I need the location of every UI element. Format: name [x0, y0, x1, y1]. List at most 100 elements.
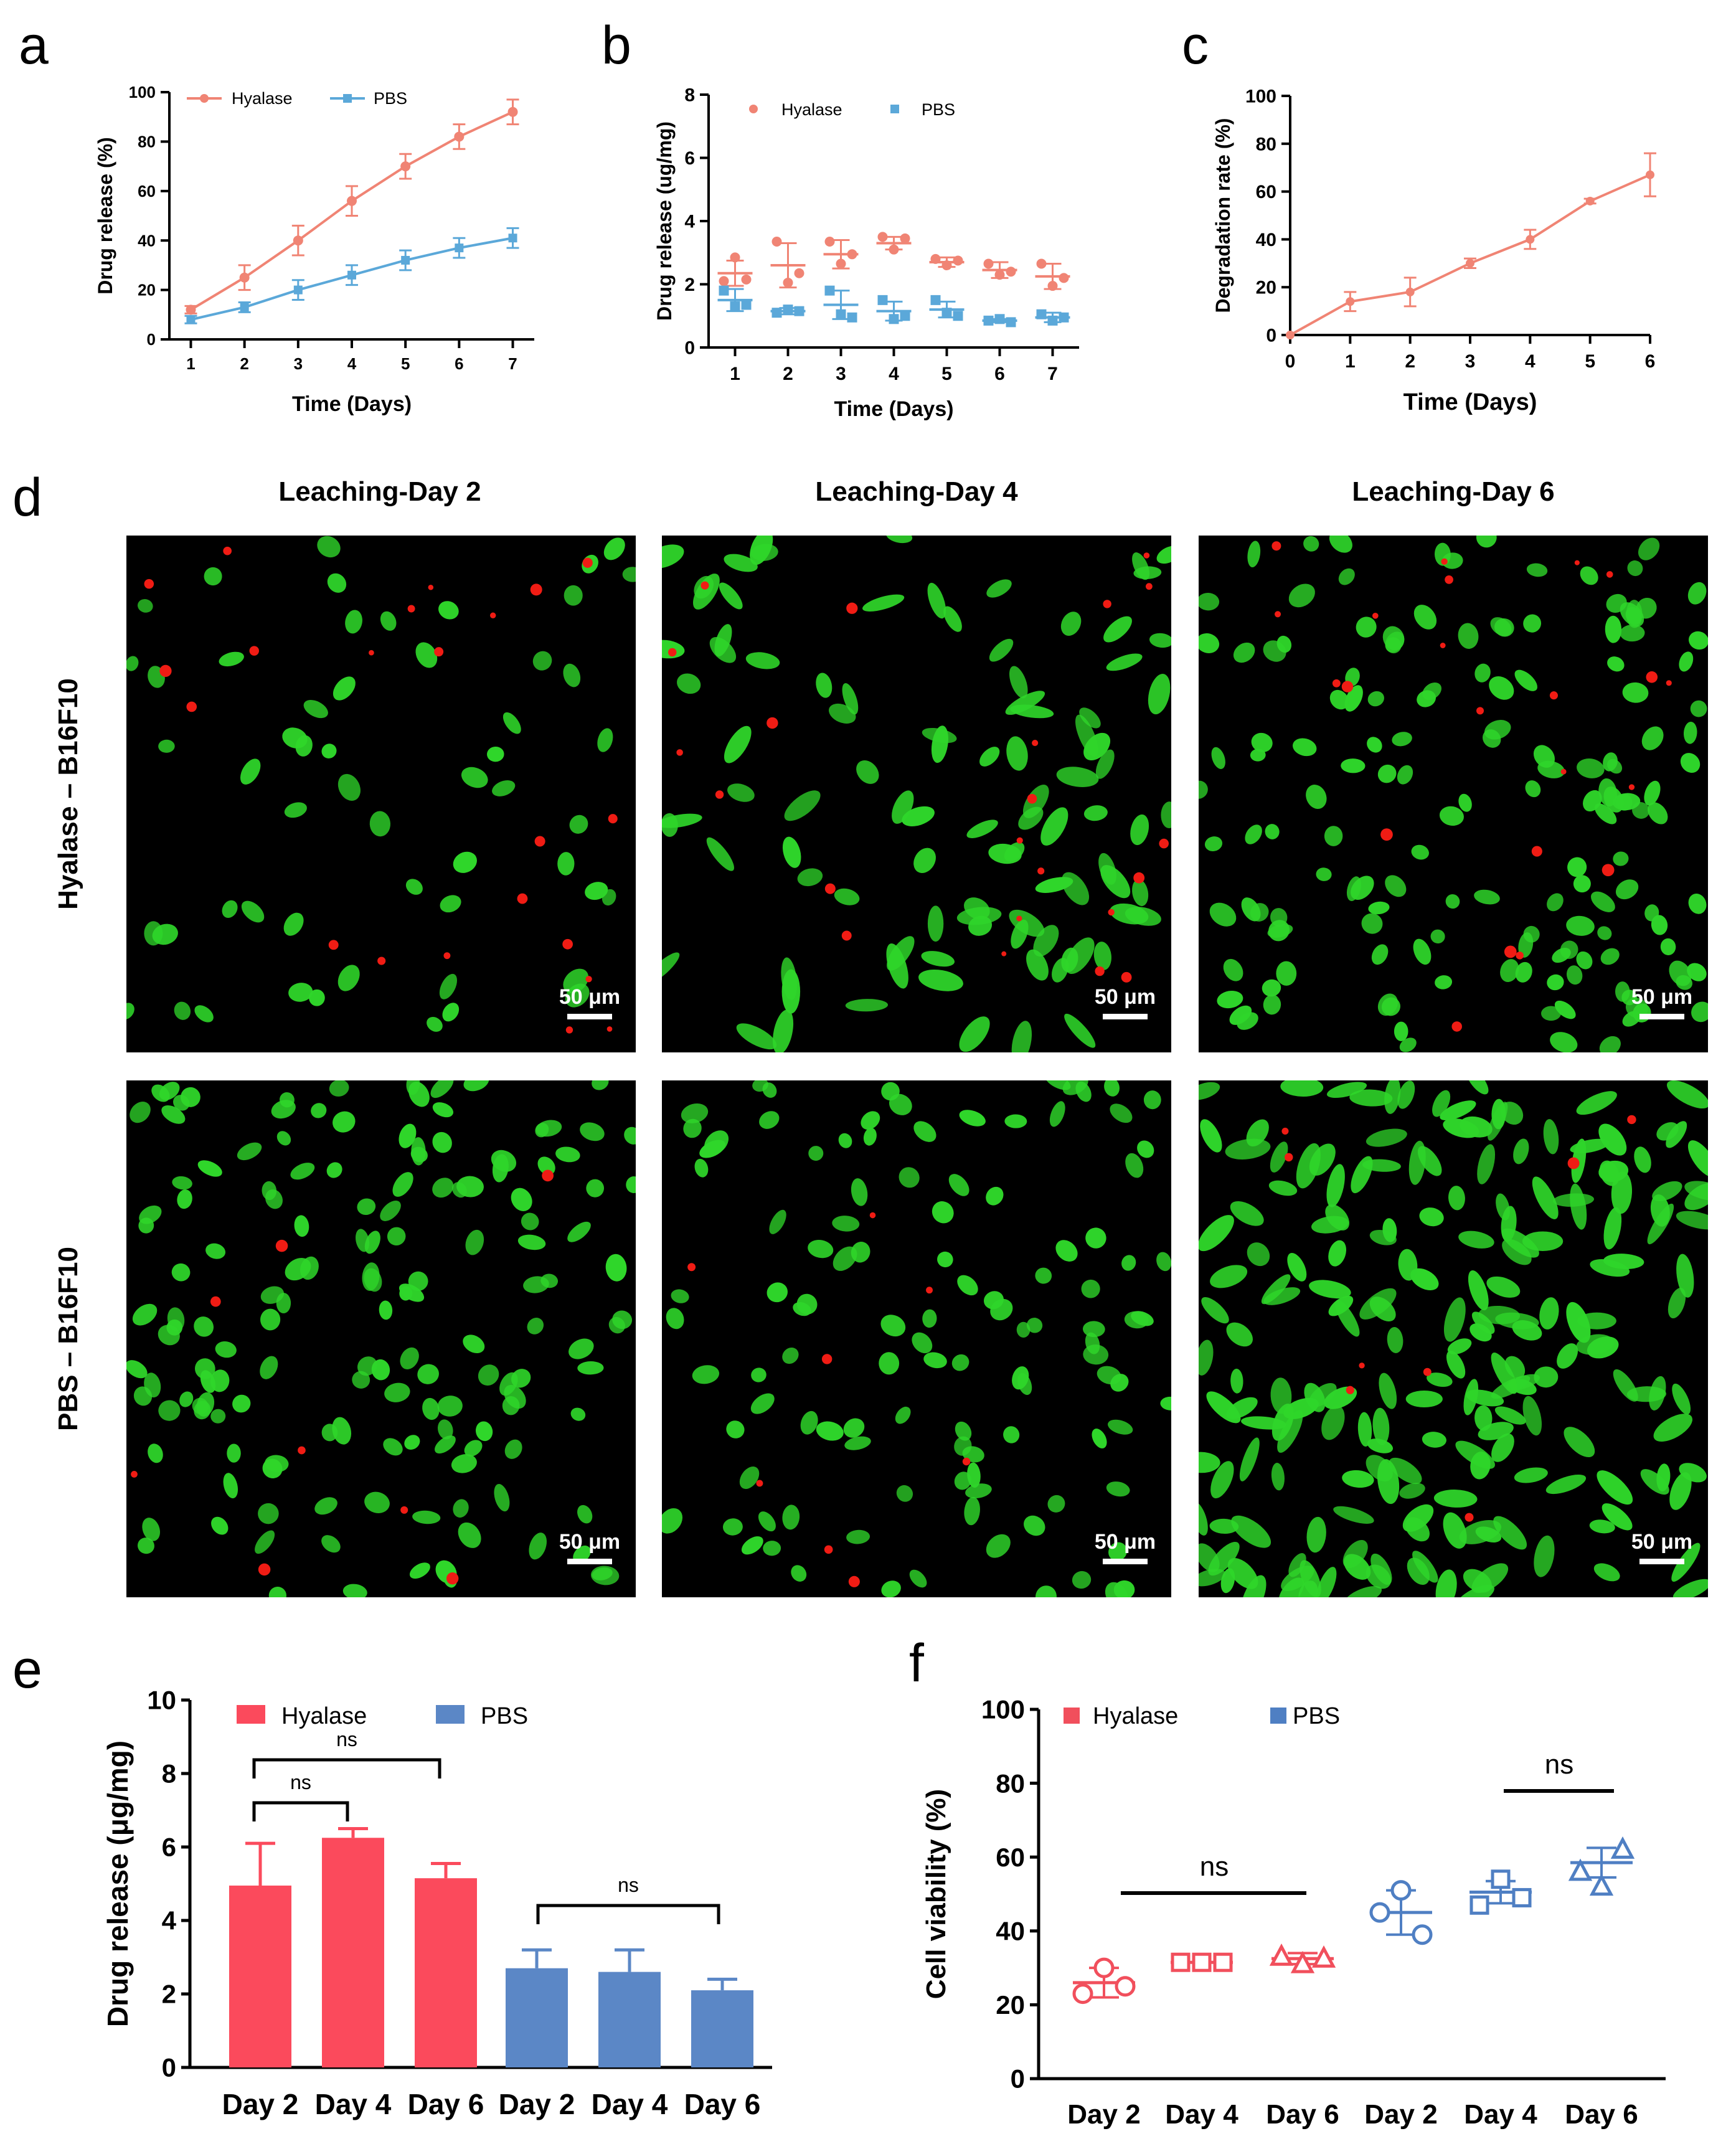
- live-cell: [1356, 616, 1377, 638]
- live-cell: [342, 1584, 367, 1597]
- data-point: [454, 131, 465, 142]
- live-cell: [435, 1435, 456, 1454]
- live-cell: [317, 536, 341, 558]
- dead-cell: [446, 1572, 459, 1585]
- live-cell: [492, 780, 516, 796]
- live-cell: [332, 1417, 352, 1445]
- live-cell: [439, 973, 458, 999]
- live-cell: [816, 1421, 844, 1441]
- live-cell: [399, 1123, 417, 1148]
- live-cell: [1580, 566, 1598, 585]
- live-cell: [1672, 1579, 1708, 1597]
- live-cell: [1200, 1119, 1222, 1153]
- dead-cell: [821, 1354, 833, 1364]
- dead-cell: [1602, 864, 1615, 877]
- data-point: [1466, 258, 1474, 268]
- dead-cell: [1275, 611, 1281, 618]
- live-cell: [666, 1308, 684, 1330]
- live-cell: [1547, 974, 1564, 991]
- live-cell: [1161, 801, 1171, 829]
- live-cell: [1225, 1138, 1271, 1160]
- live-cell: [1004, 1114, 1027, 1128]
- data-point: [889, 244, 899, 255]
- live-cell: [172, 1176, 192, 1190]
- live-cell: [1458, 623, 1479, 649]
- live-cell: [148, 1443, 163, 1463]
- live-cell: [200, 1370, 216, 1393]
- data-point-circle: [1072, 1983, 1093, 2005]
- live-cell: [295, 735, 313, 757]
- dead-cell: [824, 1545, 833, 1554]
- legend-marker-hyalase: [749, 105, 758, 113]
- live-cell: [1435, 975, 1453, 990]
- live-cell: [1265, 824, 1280, 839]
- live-cell: [1349, 1089, 1393, 1107]
- live-cell: [943, 606, 962, 632]
- chart-f-cell-viability: 0 20 40 60 80 100 Day 2 Day 4 Day 6 Day 2 Day 4 Day…: [921, 1695, 1666, 2130]
- live-cell: [271, 1100, 296, 1119]
- data-point: [953, 311, 963, 321]
- data-point: [994, 314, 1005, 324]
- live-cell: [268, 1586, 286, 1597]
- live-cell: [781, 969, 801, 1014]
- live-cell: [880, 1315, 906, 1337]
- data-point: [240, 303, 249, 312]
- significance-label: ns: [1545, 1749, 1573, 1780]
- live-cell: [177, 1189, 192, 1209]
- live-cell: [364, 1268, 382, 1292]
- live-cell: [706, 837, 734, 871]
- live-cell: [838, 1133, 852, 1148]
- live-cell: [954, 1471, 972, 1490]
- live-cell: [1651, 915, 1668, 935]
- data-point-square: [1491, 1869, 1511, 1889]
- live-cell: [923, 1352, 947, 1369]
- live-cell: [1430, 929, 1445, 943]
- live-cell: [458, 1522, 481, 1548]
- live-cell: [608, 1316, 625, 1334]
- live-cell: [527, 1318, 544, 1334]
- live-cell: [1533, 745, 1555, 768]
- micrograph-canvas: 50 μm: [1199, 1080, 1708, 1597]
- live-cell: [1649, 1376, 1666, 1410]
- live-cell: [726, 1420, 745, 1438]
- dead-cell: [1504, 945, 1517, 958]
- live-cell: [808, 1239, 834, 1259]
- live-cell: [432, 1102, 454, 1118]
- data-point: [741, 300, 752, 310]
- data-point: [900, 311, 910, 321]
- live-cell: [1523, 925, 1540, 943]
- dead-cell: [1143, 552, 1150, 559]
- live-cell: [793, 1301, 811, 1316]
- live-cell: [1620, 602, 1644, 627]
- live-cell: [422, 1397, 440, 1420]
- live-cell: [1476, 536, 1497, 548]
- live-cell: [986, 1186, 1004, 1206]
- live-cell: [662, 1508, 683, 1534]
- live-cell: [1061, 947, 1078, 973]
- data-point: [186, 305, 196, 315]
- dead-cell: [1531, 846, 1542, 857]
- live-cell: [181, 1087, 200, 1107]
- live-cell: [1366, 1564, 1391, 1589]
- live-cell: [158, 1400, 181, 1421]
- live-cell: [1110, 903, 1149, 925]
- live-cell: [1597, 1470, 1633, 1505]
- y-tick-label: 20: [1256, 278, 1276, 298]
- y-axis-label: Drug release (μg/mg): [101, 1741, 134, 2027]
- live-cell: [521, 1212, 539, 1231]
- x-tick-label: Day 4: [315, 2088, 392, 2120]
- live-cell: [1597, 926, 1612, 940]
- live-cell: [284, 802, 307, 818]
- live-cell: [1306, 785, 1327, 809]
- chart-b-drug-release-ugmg: 0 2 4 6 8 1 2 3 4 5 6 7 Time (Days) Drug release (ug/…: [653, 85, 1079, 421]
- data-point: [347, 270, 356, 280]
- live-cell: [137, 599, 153, 613]
- live-cell: [1095, 749, 1115, 779]
- live-cell: [1526, 563, 1548, 577]
- live-cell: [409, 1562, 430, 1579]
- live-cell: [1367, 737, 1382, 753]
- live-cell: [517, 1234, 546, 1250]
- live-cell: [1547, 893, 1564, 912]
- x-tick-label: 1: [186, 354, 195, 373]
- live-cell: [1459, 1519, 1502, 1544]
